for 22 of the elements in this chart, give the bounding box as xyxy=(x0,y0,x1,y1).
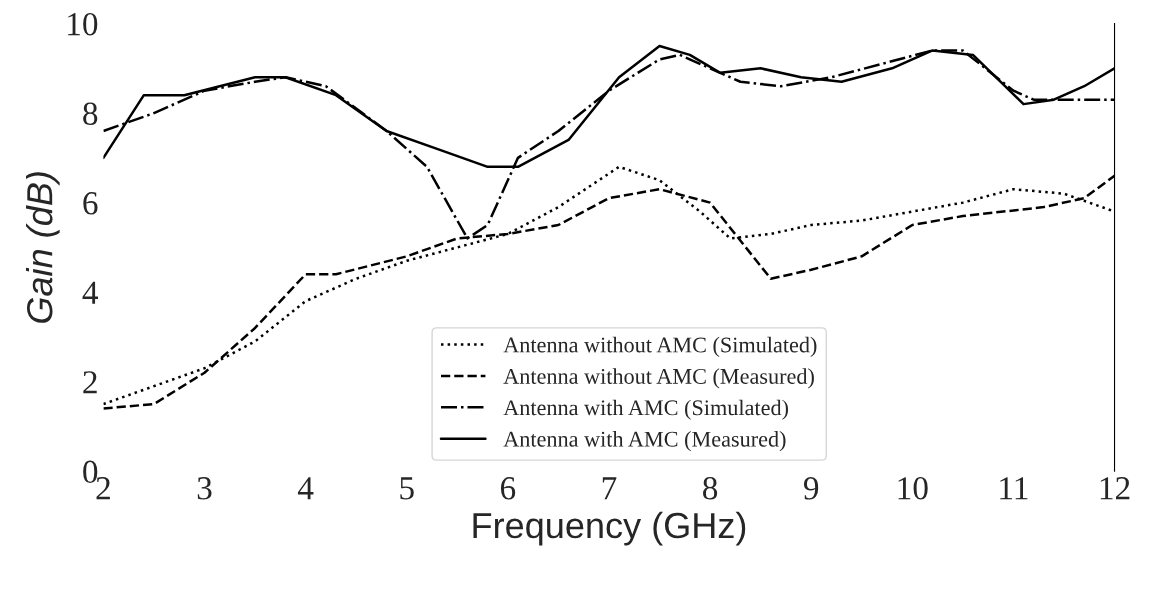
legend-label: Antenna with AMC (Measured) xyxy=(503,431,786,452)
y-tick-label: 2 xyxy=(83,371,97,394)
legend-label: Antenna with AMC (Simulated) xyxy=(503,399,789,420)
x-tick-label: 7 xyxy=(602,477,617,500)
x-tick-label: 8 xyxy=(703,477,718,500)
x-tick-label: 11 xyxy=(1000,477,1028,500)
y-tick-label: 10 xyxy=(68,12,98,36)
x-tick-label: 5 xyxy=(400,477,414,500)
x-tick-label: 9 xyxy=(803,477,819,500)
x-tick-label: 6 xyxy=(500,477,516,500)
x-tick-label: 12 xyxy=(1100,477,1130,500)
legend-label: Antenna without AMC (Measured) xyxy=(503,368,814,389)
y-axis-title: Gain (dB) xyxy=(26,172,60,323)
x-tick-label: 3 xyxy=(197,477,212,500)
y-tick-label: 8 xyxy=(83,102,98,125)
x-axis-title: Frequency (GHz) xyxy=(473,511,746,546)
y-tick-label: 6 xyxy=(83,192,98,215)
legend-label: Antenna without AMC (Simulated) xyxy=(503,336,817,357)
x-tick-label: 4 xyxy=(297,477,314,500)
x-tick-label: 10 xyxy=(898,477,928,500)
y-tick-label: 4 xyxy=(82,281,99,304)
y-tick-label: 0 xyxy=(83,460,98,484)
